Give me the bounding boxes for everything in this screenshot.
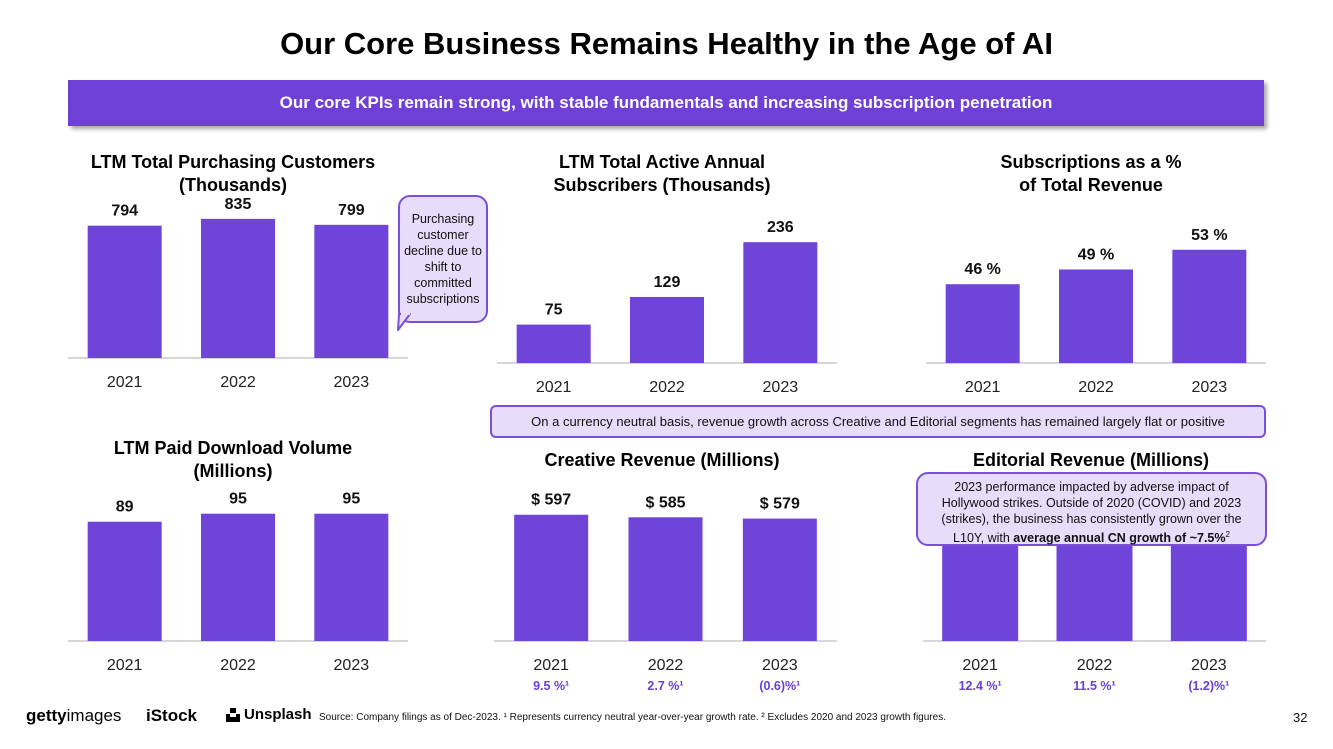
subs_pct-bar-2022 [1059,269,1133,363]
unsplash-logo: Unsplash [226,706,312,723]
downloads-value-label: 95 [342,491,360,508]
gettyimages-logo: gettyimages [26,706,121,726]
purchasing-bar-2023 [314,224,389,358]
kpi-banner: Our core KPIs remain strong, with stable… [68,80,1264,126]
creative-value-label: $ 579 [760,496,800,513]
chart-title-line1: Creative Revenue (Millions) [544,450,780,470]
subscribers-value-label: 129 [654,274,681,291]
subs_pct-tick-label: 2021 [965,379,1001,396]
creative-bar-2022 [628,517,703,641]
editorial-tick-label: 2022 [1077,657,1113,674]
chart-title-downloads: LTM Paid Download Volume (Millions) [58,437,408,483]
downloads-value-label: 89 [116,499,134,516]
downloads-bar-2023 [314,513,389,641]
editorial-growth-label: (1.2)%¹ [1188,679,1229,693]
callout-pointer [397,313,411,331]
purchasing-callout: Purchasing customer decline due to shift… [398,195,488,323]
downloads-tick-label: 2022 [220,657,256,674]
editorial-callout: 2023 performance impacted by adverse imp… [916,472,1267,546]
chart-title-purchasing: LTM Total Purchasing Customers (Thousand… [58,151,408,197]
creative-bar-2023 [742,518,817,641]
source-note: Source: Company filings as of Dec-2023. … [319,712,946,723]
chart-title-line2: (Thousands) [179,175,287,195]
chart-title-creative: Creative Revenue (Millions) [487,449,837,472]
purchasing-value-label: 799 [338,202,365,219]
subscribers-tick-label: 2021 [536,379,572,396]
creative-growth-label: 9.5 %¹ [533,679,569,693]
subs_pct-value-label: 49 % [1078,246,1114,263]
subscribers-tick-label: 2022 [649,379,685,396]
getty-part: getty [26,706,67,725]
creative-bar-2021 [514,514,589,641]
unsplash-text: Unsplash [244,706,312,723]
subs_pct-value-label: 53 % [1191,227,1227,244]
subs_pct-tick-label: 2022 [1078,379,1114,396]
editorial-callout-sup: 2 [1225,530,1230,539]
unsplash-icon [226,707,240,722]
subs_pct-bar-2021 [945,284,1020,363]
editorial-callout-bold: average annual CN growth of ~7.5% [1013,531,1226,546]
page-number: 32 [1293,710,1308,725]
creative-tick-label: 2022 [648,657,684,674]
chart-title-line1: LTM Paid Download Volume [113,438,353,458]
images-part: images [66,706,122,725]
downloads-tick-label: 2023 [334,657,370,674]
creative-tick-label: 2021 [533,657,569,674]
purchasing-tick-label: 2021 [107,374,143,391]
subscribers-tick-label: 2023 [763,379,799,396]
purchasing-bar-2021 [87,225,162,358]
chart-title-line1: Editorial Revenue (Millions) [972,450,1210,470]
downloads-bar-2021 [87,521,162,641]
page-title: Our Core Business Remains Healthy in the… [280,26,1053,61]
creative-value-label: $ 585 [645,494,685,511]
subs_pct-value-label: 46 % [964,261,1000,278]
editorial-growth-label: 11.5 %¹ [1073,679,1115,693]
purchasing-tick-label: 2023 [334,374,370,391]
chart-title-line2: Subscribers (Thousands) [553,175,771,195]
editorial-growth-label: 12.4 %¹ [959,679,1002,693]
downloads-tick-label: 2021 [107,657,143,674]
chart-title-editorial: Editorial Revenue (Millions) [916,449,1266,472]
purchasing-bar-2022 [201,218,275,358]
chart-title-line2: of Total Revenue [1019,175,1163,195]
purchasing-value-label: 794 [111,203,138,220]
subscribers-value-label: 236 [767,219,794,236]
creative-growth-label: (0.6)%¹ [759,679,800,693]
chart-title-subs-pct: Subscriptions as a % of Total Revenue [916,151,1266,197]
subscribers-value-label: 75 [545,302,563,319]
subs_pct-tick-label: 2023 [1192,379,1228,396]
creative-growth-label: 2.7 %¹ [647,679,683,693]
editorial-tick-label: 2023 [1191,657,1227,674]
downloads-value-label: 95 [229,491,247,508]
editorial-tick-label: 2021 [962,657,998,674]
creative-value-label: $ 597 [531,492,571,509]
subs_pct-bar-2023 [1172,249,1247,363]
chart-title-line2: (Millions) [193,461,273,481]
subscribers-bar-2023 [743,242,818,363]
currency-neutral-note: On a currency neutral basis, revenue gro… [490,405,1266,438]
purchasing-tick-label: 2022 [220,374,256,391]
chart-title-line1: LTM Total Purchasing Customers [90,152,376,172]
chart-title-subscribers: LTM Total Active Annual Subscribers (Tho… [487,151,837,197]
chart-title-line1: Subscriptions as a % [1000,152,1182,172]
downloads-bar-2022 [201,513,275,641]
subscribers-bar-2022 [630,296,704,363]
istock-logo: iStock [146,706,198,725]
chart-title-line1: LTM Total Active Annual [559,152,765,172]
editorial-callout-text: 2023 performance impacted by adverse imp… [941,480,1242,546]
subscribers-bar-2021 [516,324,591,363]
creative-tick-label: 2023 [762,657,798,674]
purchasing-value-label: 835 [225,196,252,213]
